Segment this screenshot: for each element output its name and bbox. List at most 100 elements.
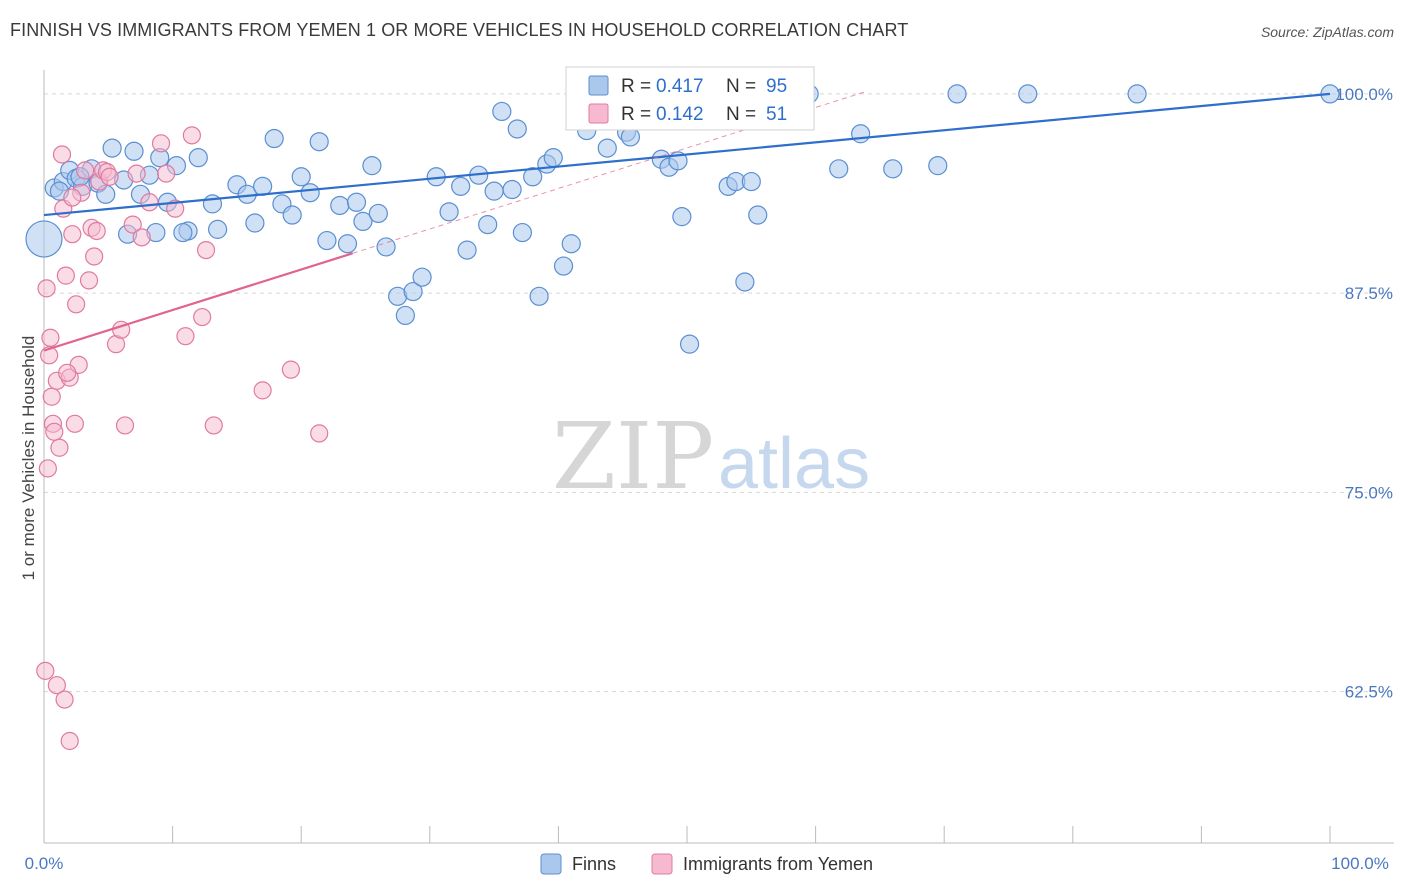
finns-point (451, 176, 471, 196)
finns-point (317, 230, 337, 251)
finns-point (851, 124, 871, 144)
y-tick-label-0: 62.5% (1345, 683, 1393, 702)
finns-point (748, 205, 768, 225)
yemen-point (196, 241, 216, 260)
finns-point (492, 101, 512, 122)
finns-point (523, 167, 543, 187)
finns-point (947, 84, 967, 104)
yemen-point (166, 199, 185, 218)
finns-point (291, 167, 311, 187)
watermark-zip: ZIP (552, 403, 714, 510)
finns-point (403, 281, 423, 302)
yemen-point (55, 690, 74, 709)
legend-yemen-r-label: R = (621, 104, 651, 125)
yemen-point (63, 188, 82, 207)
yemen-point (310, 424, 329, 443)
legend-yemen-n-value: 51 (766, 104, 787, 125)
finns-point (1018, 84, 1038, 104)
finns-point (502, 179, 522, 200)
yemen-point (76, 161, 95, 180)
legend-series: Finns Immigrants from Yemen (540, 853, 873, 875)
yemen-point (151, 134, 171, 153)
finns-point (439, 202, 459, 222)
yemen-point (52, 145, 72, 164)
watermark-atlas: atlas (718, 424, 870, 504)
finns-point (245, 213, 265, 233)
finns-point (346, 192, 367, 212)
yemen-point (100, 167, 119, 186)
yemen-point (79, 271, 99, 290)
finns-point (1127, 84, 1147, 104)
legend-yemen-swatch (588, 103, 609, 124)
finns-point (330, 195, 350, 216)
finns-point (353, 211, 373, 232)
chart-title: FINNISH VS IMMIGRANTS FROM YEMEN 1 OR MO… (10, 20, 909, 40)
finns-point (253, 176, 273, 196)
finns-point (529, 286, 549, 306)
yemen-point (127, 164, 146, 183)
finns-point (188, 148, 208, 168)
legend-bottom-yemen-label: Immigrants from Yemen (683, 854, 873, 874)
x-tick-label-min: 0.0% (25, 854, 64, 873)
legend-stats: R = 0.417 N = 95 R = 0.142 N = 51 (565, 66, 815, 131)
finns-point (300, 183, 320, 203)
finns-point (928, 156, 948, 176)
legend-bottom-finns-label: Finns (572, 854, 616, 874)
legend-finns-r-value: 0.417 (656, 76, 704, 97)
yemen-point (115, 416, 135, 435)
finns-point (597, 138, 617, 158)
watermark: ZIP atlas (552, 403, 870, 510)
yemen-point (193, 307, 212, 327)
yemen-point (38, 459, 57, 478)
finns-point (735, 272, 755, 292)
finns-point (282, 205, 302, 225)
x-tick-label-max: 100.0% (1331, 854, 1389, 873)
finns-point (507, 119, 527, 139)
finns-point (672, 207, 692, 227)
yemen-point (65, 414, 84, 433)
yemen-point (58, 363, 77, 382)
yemen-point (63, 225, 82, 244)
legend-yemen-n-label: N = (726, 104, 756, 125)
finns-trendline (43, 92, 1331, 217)
yemen-point (253, 381, 272, 400)
finns-point (376, 237, 396, 257)
legend-bottom-finns-swatch (540, 853, 562, 875)
source-label: Source: ZipAtlas.com (1260, 24, 1394, 40)
yemen-point (140, 193, 159, 212)
y-tick-labels: 62.5% 75.0% 87.5% 100.0% (1335, 85, 1393, 702)
finns-point (208, 219, 228, 239)
yemen-point (45, 422, 64, 441)
legend-finns-n-value: 95 (766, 76, 787, 97)
legend-bottom-yemen-swatch (651, 853, 673, 875)
finns-point (362, 156, 382, 176)
finns-point (309, 132, 329, 152)
finns-point (337, 234, 358, 254)
yemen-point (36, 661, 55, 680)
finns-point (457, 240, 477, 260)
finns-point (102, 138, 122, 158)
finns-point (620, 127, 641, 147)
y-tick-label-2: 87.5% (1345, 284, 1393, 303)
x-axis-ticks (43, 826, 1331, 843)
finns-point (25, 220, 63, 258)
finns-point (561, 234, 581, 254)
yemen-point (85, 247, 104, 266)
yemen-point (50, 438, 69, 457)
finns-point (124, 141, 144, 161)
legend-yemen-r-value: 0.142 (656, 104, 704, 125)
yemen-point (42, 387, 61, 406)
yemen-point (37, 279, 56, 298)
yemen-point (87, 221, 106, 241)
trendlines (43, 90, 1331, 352)
finns-point (368, 203, 388, 224)
yemen-point (67, 295, 86, 314)
finns-point (412, 267, 432, 287)
y-axis-label: 1 or more Vehicles in Household (19, 336, 38, 581)
finns-point (679, 334, 700, 354)
yemen-point (281, 360, 301, 379)
finns-point (395, 305, 415, 326)
yemen-point (41, 328, 60, 347)
yemen-points (36, 126, 329, 751)
